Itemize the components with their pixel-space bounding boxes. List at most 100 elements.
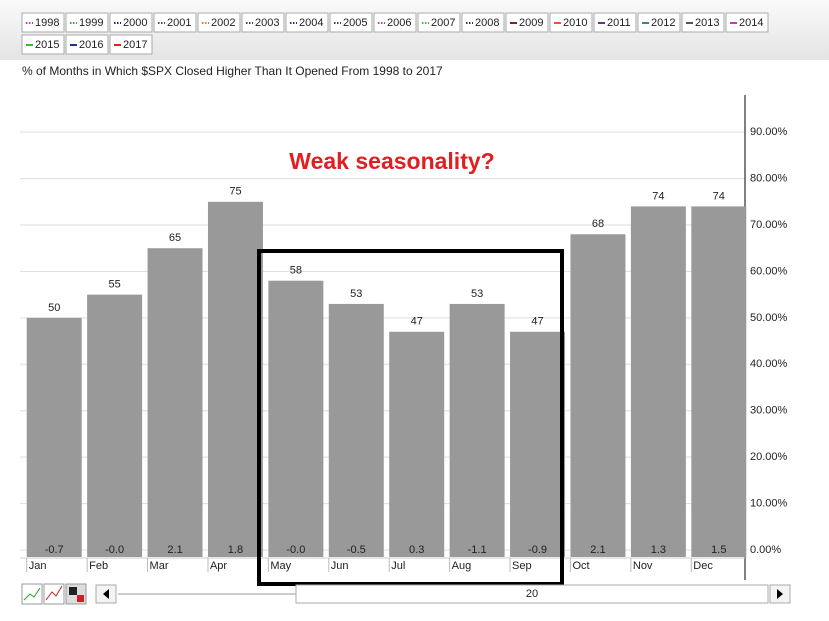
change-label: 0.3 [409,544,424,556]
y-tick-label: 50.00% [750,312,788,324]
legend-label: 1999 [79,17,103,29]
legend-item[interactable]: 2011 [593,12,637,33]
legend-button [21,34,65,55]
bar [147,248,203,557]
legend-item[interactable]: 2017 [109,34,153,55]
scroll-label: 20 [526,588,538,600]
value-label: 50 [48,302,60,314]
y-tick-label: 40.00% [750,358,788,370]
legend-label: 2004 [299,17,323,29]
y-tick-label: 60.00% [750,265,788,277]
arrow [777,589,783,599]
legend-label: 2012 [651,17,675,29]
value-label: 47 [531,316,543,328]
legend-item[interactable]: 2016 [65,34,109,55]
legend-label: 2006 [387,17,411,29]
chart-title: % of Months in Which $SPX Closed Higher … [22,64,443,78]
legend-label: 2011 [607,17,631,29]
legend-label: 2008 [475,17,499,29]
value-label: 53 [471,288,483,300]
y-tick-label: 0.00% [750,544,781,556]
legend-label: 2016 [79,39,103,51]
value-label: 74 [652,190,664,202]
legend-button [65,34,109,55]
bottom-controls: 20 [21,583,791,605]
legend-item[interactable]: 1998 [21,12,65,33]
legend-item[interactable]: 2003 [241,12,285,33]
y-tick-label: 10.00% [750,497,788,509]
change-label: 2.1 [167,544,182,556]
y-tick-label: 30.00% [750,405,788,417]
value-label: 47 [411,316,423,328]
y-tick-label: 80.00% [750,172,788,184]
legend-label: 2010 [563,17,587,29]
legend-item[interactable]: 2014 [725,12,769,33]
legend-item[interactable]: 2002 [197,12,241,33]
x-tick-label: Oct [572,560,589,572]
value-label: 68 [592,218,604,230]
scroll-thumb[interactable] [295,584,769,604]
x-tick-label: Sep [512,560,532,572]
x-tick-label: Jul [391,560,405,572]
legend-label: 2013 [695,17,719,29]
legend-button [153,12,197,33]
legend-label: 2007 [431,17,455,29]
y-tick-label: 90.00% [750,126,788,138]
change-label: 2.1 [590,544,605,556]
x-tick-label: May [270,560,291,572]
y-tick-label: 70.00% [750,219,788,231]
legend-button [197,12,241,33]
legend-button [417,12,461,33]
icon-square [77,595,84,602]
x-tick-label: Jan [29,560,47,572]
legend-item[interactable]: 2013 [681,12,725,33]
legend-item[interactable]: 2004 [285,12,329,33]
value-label: 58 [290,265,302,277]
legend-label: 2001 [167,17,191,29]
value-label: 74 [713,190,725,202]
bar [510,331,566,557]
legend-label: 1998 [35,17,59,29]
x-tick-label: Aug [452,560,472,572]
legend-button [681,12,725,33]
legend-item[interactable]: 2001 [153,12,197,33]
x-tick-label: Apr [210,560,227,572]
legend-button [241,12,285,33]
legend-item[interactable]: 2008 [461,12,505,33]
icon-square [69,587,77,595]
legend-item[interactable]: 2007 [417,12,461,33]
legend-button [637,12,681,33]
change-label: 1.8 [228,544,243,556]
icon-line [45,585,63,601]
legend-item[interactable]: 2006 [373,12,417,33]
icon-line [23,587,41,601]
change-label: -0.7 [45,544,64,556]
legend-item[interactable]: 1999 [65,12,109,33]
change-label: -0.9 [528,544,547,556]
legend-item[interactable]: 2000 [109,12,153,33]
legend-item[interactable]: 2009 [505,12,549,33]
x-tick-label: Nov [633,560,653,572]
legend-button [65,12,109,33]
legend-button [285,12,329,33]
legend-label: 2003 [255,17,279,29]
bar [389,331,445,557]
bar [570,234,626,558]
bar [268,280,324,557]
value-label: 55 [109,279,121,291]
legend-item[interactable]: 2010 [549,12,593,33]
change-label: -0.0 [286,544,305,556]
annotation: Weak seasonality? [289,148,494,174]
change-label: 1.5 [711,544,726,556]
bar [26,317,82,557]
bar [691,206,747,557]
legend-item[interactable]: 2012 [637,12,681,33]
y-tick-label: 20.00% [750,451,788,463]
legend-label: 2014 [739,17,763,29]
legend-item[interactable]: 2015 [21,34,65,55]
x-tick-label: Jun [331,560,349,572]
line-icon[interactable] [21,583,43,605]
legend-item[interactable]: 2005 [329,12,373,33]
legend-label: 2017 [123,39,147,51]
